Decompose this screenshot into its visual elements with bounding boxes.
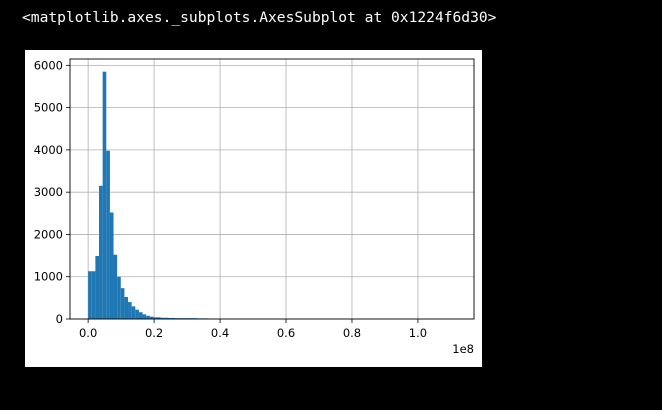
y-tick-label: 1000 xyxy=(34,270,63,284)
histogram-bar xyxy=(106,150,110,319)
histogram-bar xyxy=(146,315,150,319)
histogram-bars xyxy=(88,71,219,319)
grid-lines xyxy=(70,59,474,320)
histogram-bar xyxy=(91,271,96,319)
histogram-bar xyxy=(153,317,158,319)
x-axis-offset-label: 1e8 xyxy=(452,342,474,356)
histogram-bar xyxy=(164,317,168,319)
y-tick-label: 2000 xyxy=(34,227,63,241)
cell-output-text: <matplotlib.axes._subplots.AxesSubplot a… xyxy=(22,9,497,26)
histogram-bar xyxy=(117,276,121,319)
histogram-bar xyxy=(99,185,103,319)
histogram-bar xyxy=(120,288,125,319)
histogram-bar xyxy=(171,317,176,319)
x-tick-label: 0.2 xyxy=(145,326,163,340)
x-tick-label: 0.4 xyxy=(211,326,229,340)
y-tick-label: 3000 xyxy=(34,185,63,199)
histogram-bar xyxy=(138,312,143,319)
histogram-bar xyxy=(135,309,139,319)
histogram-bar xyxy=(113,254,118,319)
x-tick-label: 1.0 xyxy=(409,326,427,340)
y-tick-label: 0 xyxy=(56,312,63,326)
histogram-chart: 0.0 0.2 0.4 0.6 0.8 1.0 0 1000 2000 3000 4000 5000 6… xyxy=(34,58,475,356)
histogram-bar xyxy=(88,271,92,319)
x-tick-label: 0.6 xyxy=(277,326,295,340)
x-tick-label: 0.0 xyxy=(79,326,97,340)
y-tick-label: 6000 xyxy=(34,58,63,72)
histogram-bar xyxy=(160,317,165,319)
histogram-bar xyxy=(102,71,107,319)
y-tick-label: 4000 xyxy=(34,143,63,157)
histogram-bar xyxy=(131,306,136,319)
histogram-bar xyxy=(95,256,100,319)
x-tick-label: 0.8 xyxy=(343,326,361,340)
y-tick-label: 5000 xyxy=(34,101,63,115)
histogram-bar xyxy=(157,317,161,319)
histogram-bar xyxy=(109,212,114,319)
histogram-figure: 0.0 0.2 0.4 0.6 0.8 1.0 0 1000 2000 3000 4000 5000 6… xyxy=(25,50,482,367)
histogram-bar xyxy=(142,314,147,319)
histogram-bar xyxy=(167,317,172,319)
axis-ticks: 0.0 0.2 0.4 0.6 0.8 1.0 0 1000 2000 3000 4000 5000 6… xyxy=(34,58,427,340)
histogram-bar xyxy=(149,316,154,319)
histogram-bar xyxy=(124,297,129,319)
axes-frame xyxy=(69,58,475,320)
histogram-bar xyxy=(128,302,132,319)
